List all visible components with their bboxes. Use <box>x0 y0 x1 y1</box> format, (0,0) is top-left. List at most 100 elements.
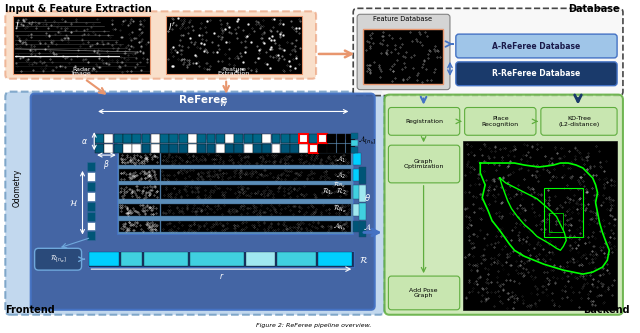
Bar <box>88 172 95 181</box>
Bar <box>290 134 299 143</box>
Text: $\mathcal{R}$: $\mathcal{R}$ <box>359 254 369 265</box>
Text: Registration: Registration <box>405 119 443 124</box>
Bar <box>544 188 583 237</box>
Bar <box>346 134 355 143</box>
Bar <box>318 134 327 143</box>
Bar <box>363 29 443 84</box>
Text: Database: Database <box>568 4 620 14</box>
Bar <box>253 134 262 143</box>
Bar <box>327 144 336 153</box>
Text: ReFeree: ReFeree <box>179 95 227 105</box>
Bar <box>88 182 95 191</box>
Bar <box>253 144 262 153</box>
Bar <box>351 133 358 139</box>
Bar <box>359 185 366 202</box>
Bar <box>114 134 123 143</box>
Bar <box>118 169 160 181</box>
Bar <box>337 144 346 153</box>
Bar <box>351 140 358 146</box>
Text: Input & Feature Extraction: Input & Feature Extraction <box>5 4 152 14</box>
Bar <box>161 185 351 199</box>
Bar <box>141 134 150 143</box>
Bar <box>88 202 95 211</box>
Bar <box>95 144 104 153</box>
FancyBboxPatch shape <box>388 108 460 135</box>
Bar <box>132 134 141 143</box>
Bar <box>104 134 113 143</box>
Text: Graph
Optimization: Graph Optimization <box>403 159 444 169</box>
Bar <box>262 144 271 153</box>
Text: $\mathcal{A}_{N_h}$: $\mathcal{A}_{N_h}$ <box>333 220 346 232</box>
Bar <box>161 169 351 181</box>
Bar <box>463 141 617 310</box>
Bar <box>346 144 355 153</box>
Bar <box>216 134 225 143</box>
Bar <box>225 144 234 153</box>
Bar <box>123 144 132 153</box>
Bar <box>88 231 95 240</box>
FancyBboxPatch shape <box>388 145 460 183</box>
Bar <box>207 134 216 143</box>
FancyBboxPatch shape <box>5 92 385 315</box>
Bar <box>13 16 150 74</box>
Text: Backend: Backend <box>583 305 630 315</box>
Text: Feature: Feature <box>222 67 246 72</box>
FancyBboxPatch shape <box>456 34 617 58</box>
Text: Odometry: Odometry <box>13 169 22 207</box>
Text: $\mathcal{R}_{N_w}$: $\mathcal{R}_{N_w}$ <box>333 204 346 215</box>
Text: $\mathcal{A}_1$: $\mathcal{A}_1$ <box>336 154 346 165</box>
Text: $\beta$: $\beta$ <box>102 158 109 171</box>
Bar <box>271 134 280 143</box>
FancyBboxPatch shape <box>541 108 617 135</box>
FancyBboxPatch shape <box>385 95 623 315</box>
Bar <box>118 204 160 215</box>
Bar <box>353 204 361 215</box>
Bar <box>118 220 160 232</box>
Bar <box>281 134 290 143</box>
Bar <box>308 144 317 153</box>
Bar <box>123 134 132 143</box>
Bar <box>170 144 179 153</box>
Text: $I$: $I$ <box>15 20 19 31</box>
Bar <box>179 134 188 143</box>
Bar <box>234 144 243 153</box>
Bar <box>116 139 353 234</box>
Bar <box>359 220 366 237</box>
Bar <box>95 134 104 143</box>
Bar <box>151 134 160 143</box>
Bar <box>141 144 150 153</box>
Text: Frontend: Frontend <box>5 305 55 315</box>
FancyBboxPatch shape <box>5 11 316 79</box>
Bar <box>244 134 253 143</box>
Text: R-ReFeree Database: R-ReFeree Database <box>492 69 580 78</box>
Bar <box>132 144 141 153</box>
Bar <box>234 134 243 143</box>
Bar <box>359 167 366 184</box>
Bar <box>290 144 299 153</box>
FancyBboxPatch shape <box>357 14 450 90</box>
Bar <box>300 144 308 153</box>
Text: $\mathcal{A}$: $\mathcal{A}$ <box>363 223 372 232</box>
Bar <box>246 252 275 266</box>
Bar <box>353 185 361 199</box>
Bar <box>120 252 142 266</box>
Bar <box>160 144 169 153</box>
Bar <box>327 134 336 143</box>
Text: Image: Image <box>72 71 92 76</box>
Bar <box>188 144 197 153</box>
Bar <box>353 169 361 181</box>
Text: $\mathcal{A}_{[n_h]}$: $\mathcal{A}_{[n_h]}$ <box>358 135 376 148</box>
Text: A-ReFeree Database: A-ReFeree Database <box>492 42 580 51</box>
Text: $\mathcal{R}_1,\ \mathcal{R}_2$: $\mathcal{R}_1,\ \mathcal{R}_2$ <box>322 187 346 197</box>
Bar <box>353 220 361 232</box>
Bar <box>318 144 327 153</box>
Bar <box>262 134 271 143</box>
Bar <box>161 153 351 165</box>
Text: $\mathcal{R}_{N_w}$: $\mathcal{R}_{N_w}$ <box>333 179 346 190</box>
Bar <box>197 144 206 153</box>
Bar <box>281 144 290 153</box>
Bar <box>118 153 160 165</box>
Bar <box>359 203 366 219</box>
Bar <box>144 252 188 266</box>
Bar <box>300 134 308 143</box>
